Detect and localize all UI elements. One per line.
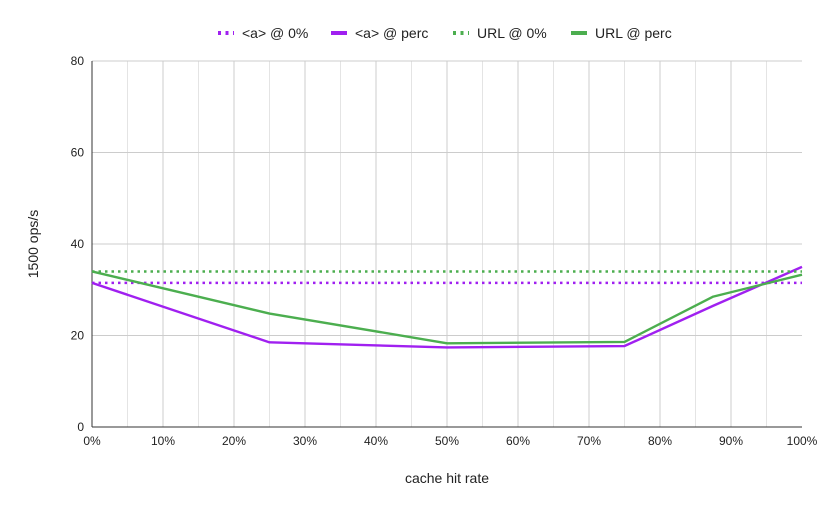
x-axis-title: cache hit rate — [405, 470, 489, 486]
legend-item: <a> @ perc — [331, 25, 428, 41]
axes — [91, 61, 802, 428]
y-tick-labels: 0 20 40 60 80 — [71, 54, 85, 434]
y-axis-title: 1500 ops/s — [25, 210, 41, 279]
y-tick-label: 0 — [77, 420, 84, 434]
x-tick-label: 60% — [506, 434, 530, 448]
y-tick-label: 80 — [71, 54, 85, 68]
legend-label: URL @ 0% — [477, 25, 547, 41]
x-tick-label: 100% — [787, 434, 818, 448]
x-tick-label: 30% — [293, 434, 317, 448]
legend-item: URL @ perc — [571, 25, 672, 41]
legend-item: <a> @ 0% — [218, 25, 308, 41]
y-tick-label: 40 — [71, 237, 85, 251]
x-tick-label: 0% — [83, 434, 101, 448]
legend-item: URL @ 0% — [453, 25, 547, 41]
x-tick-labels: 0% 10% 20% 30% 40% 50% 60% 70% 80% 90% 100% — [83, 434, 817, 448]
legend-label: <a> @ perc — [355, 25, 428, 41]
y-tick-label: 60 — [71, 146, 85, 160]
x-tick-label: 10% — [151, 434, 175, 448]
legend: <a> @ 0% <a> @ perc URL @ 0% URL @ perc — [218, 25, 672, 41]
series-line-4 — [91, 270, 803, 345]
x-tick-label: 80% — [648, 434, 672, 448]
legend-label: URL @ perc — [595, 25, 672, 41]
x-tick-label: 70% — [577, 434, 601, 448]
legend-label: <a> @ 0% — [242, 25, 308, 41]
x-tick-label: 40% — [364, 434, 388, 448]
x-tick-label: 20% — [222, 434, 246, 448]
gridlines — [92, 60, 802, 427]
x-tick-label: 50% — [435, 434, 459, 448]
series-line-2 — [91, 265, 803, 349]
x-tick-label: 90% — [719, 434, 743, 448]
series-layer — [91, 265, 803, 349]
y-tick-label: 20 — [71, 329, 85, 343]
